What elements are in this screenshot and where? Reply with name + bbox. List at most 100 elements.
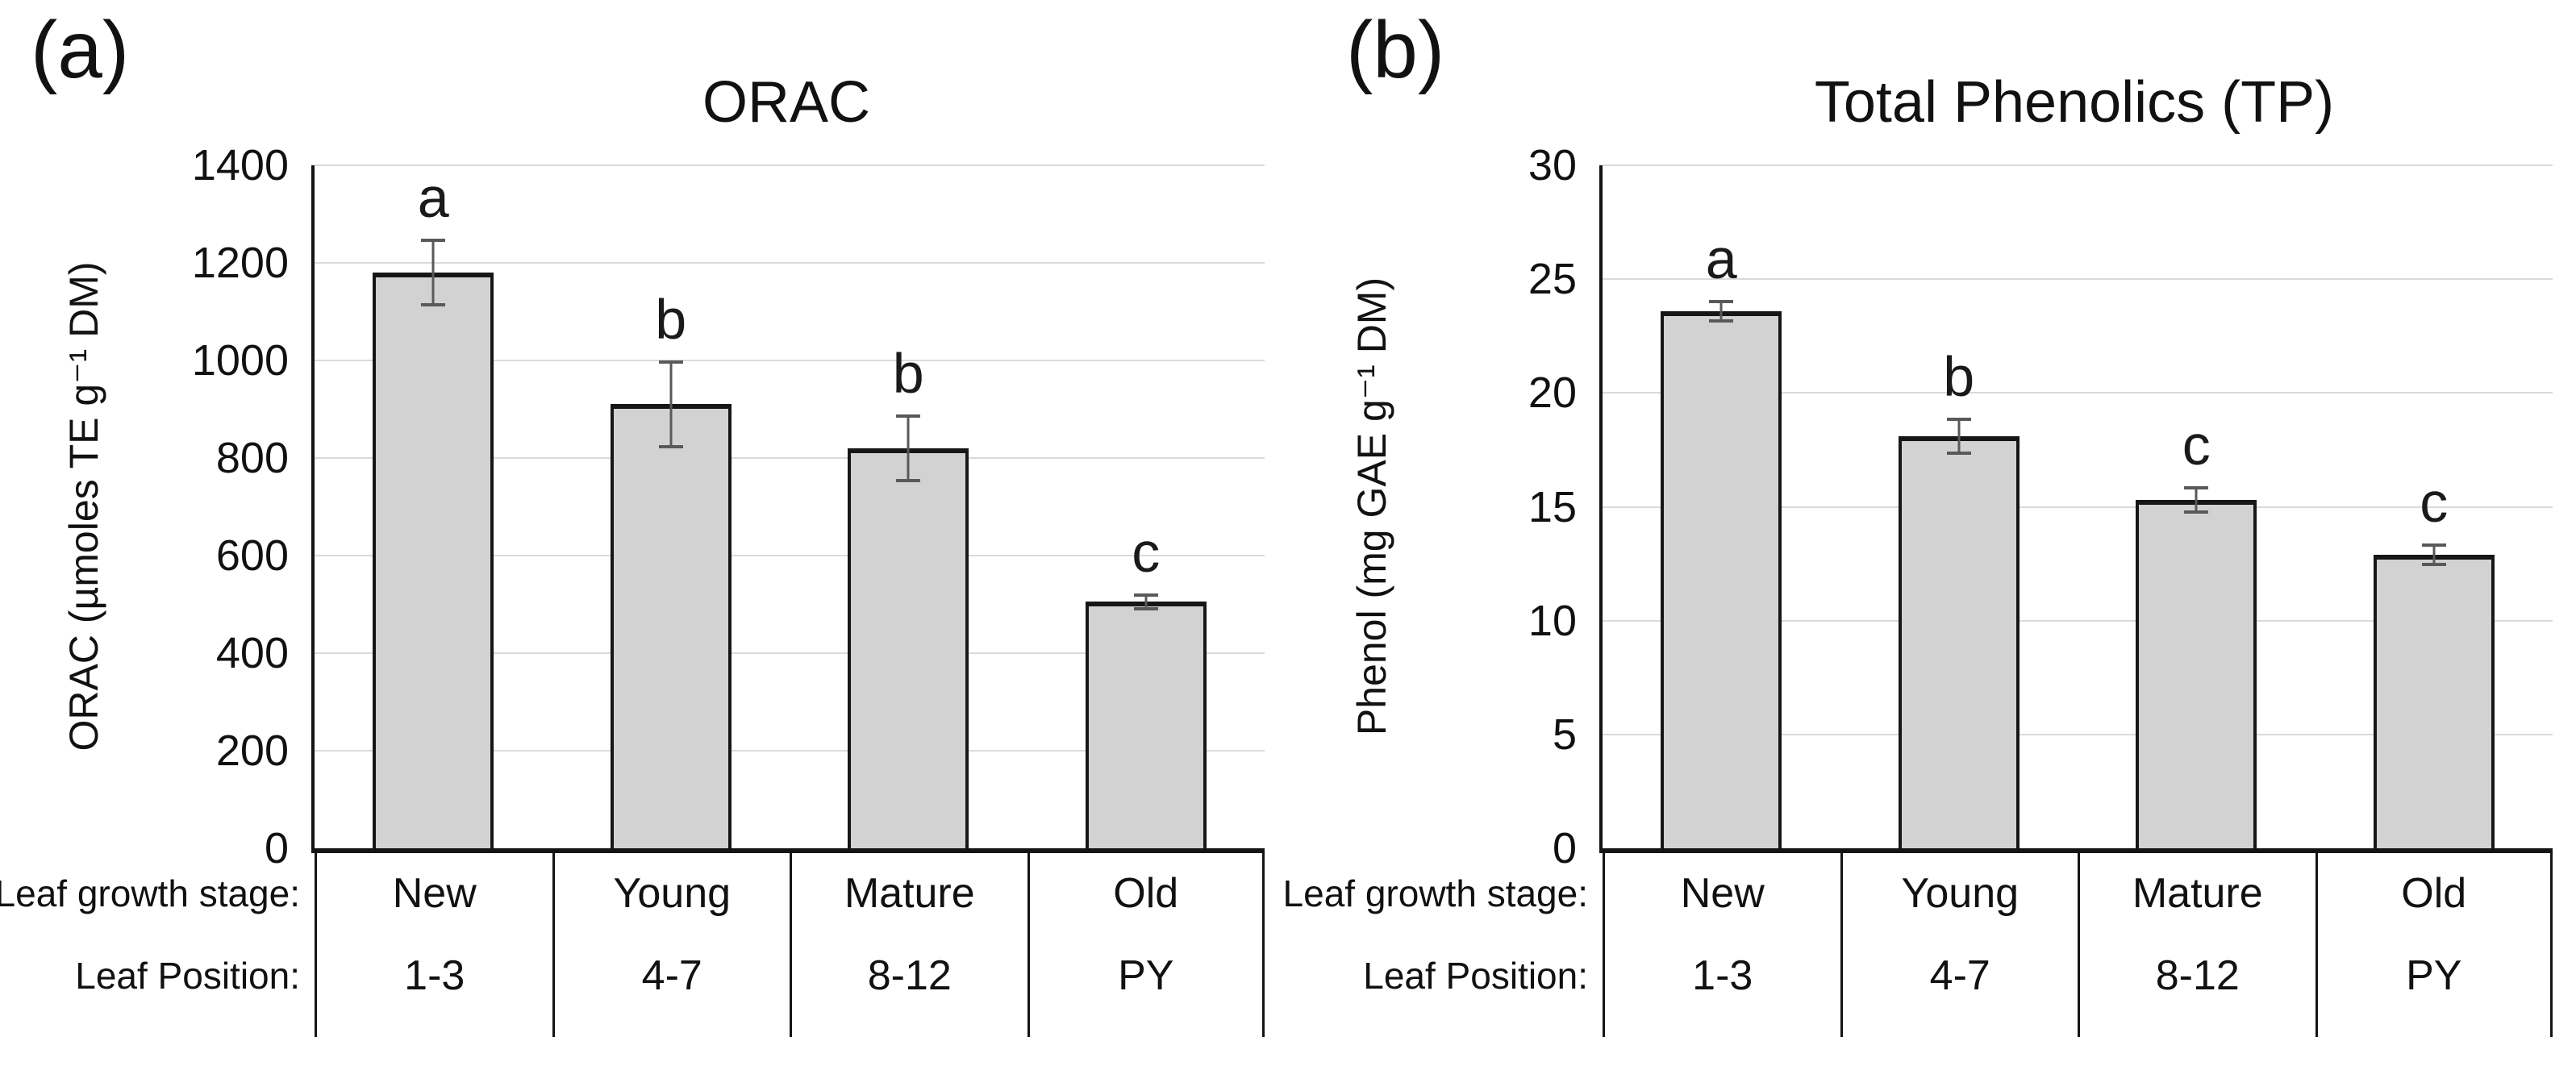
row-label-leaf-position: Leaf Position: [75, 955, 300, 997]
bar-young [1898, 435, 2020, 848]
y-tick-label: 30 [1528, 141, 1577, 189]
y-tick-label: 400 [215, 629, 289, 678]
error-bar-top-cap [1709, 299, 1734, 303]
error-bar-top-cap [1133, 593, 1158, 597]
gridline [1603, 164, 2553, 166]
error-bar-whisker [2432, 543, 2436, 566]
divider-tail [315, 1018, 552, 1037]
error-bar [1133, 593, 1158, 611]
y-tick-label: 25 [1528, 255, 1577, 304]
error-bar-whisker [431, 238, 435, 307]
error-bar [896, 414, 921, 483]
stage-cell-young: Young [1840, 853, 2078, 934]
divider-tail [552, 1018, 790, 1037]
error-bar-whisker [1719, 299, 1723, 323]
plot-area: a b b c [311, 164, 1265, 853]
error-bar-bottom-cap [658, 444, 683, 448]
y-tick-label: 1200 [191, 239, 289, 287]
error-bar-whisker [669, 360, 673, 448]
bar-mature [2136, 500, 2257, 848]
position-cell: PY [2315, 934, 2553, 1018]
error-bar [2184, 486, 2209, 514]
divider-tail [2315, 1018, 2553, 1037]
position-cell: 8-12 [2078, 934, 2315, 1018]
divider-tail [1027, 1018, 1265, 1037]
table-spacer [0, 1018, 315, 1037]
plot-area: a b c c [1599, 164, 2553, 853]
significance-letter: a [1705, 227, 1737, 290]
stage-cell-mature: Mature [2078, 853, 2315, 934]
error-bar-whisker [907, 414, 910, 483]
chart-title-orac: ORAC [702, 70, 871, 135]
position-cell: 1-3 [315, 934, 552, 1018]
gridline [315, 360, 1265, 361]
error-bar-top-cap [2184, 486, 2209, 490]
gridline [315, 652, 1265, 655]
chart-title-total-phenolics: Total Phenolics (TP) [1814, 70, 2335, 135]
gridline [315, 164, 1265, 166]
error-bar-bottom-cap [2184, 510, 2209, 514]
significance-letter: c [1132, 520, 1161, 584]
stage-cell-old: Old [2315, 853, 2553, 934]
y-tick-label: 0 [1552, 824, 1577, 872]
y-tick-label: 1000 [191, 336, 289, 385]
gridline [315, 555, 1265, 556]
panel-b-total-phenolics-chart: (b) Total Phenolics (TP) Phenol (mg GAE … [1282, 0, 2576, 1066]
divider-tail [2078, 1018, 2315, 1037]
y-tick-label: 0 [264, 824, 289, 872]
row-label-leaf-growth-stage: Leaf growth stage: [0, 872, 300, 914]
gridline [315, 262, 1265, 264]
panel-label-a: (a) [31, 5, 130, 95]
y-tick-label: 600 [215, 531, 289, 580]
gridline [315, 457, 1265, 460]
stage-cell-mature: Mature [790, 853, 1027, 934]
bar-new [373, 273, 494, 848]
error-bar-bottom-cap [1946, 451, 1971, 455]
gridline [1603, 506, 2553, 508]
error-bar-whisker [1957, 418, 1961, 455]
bar-old [2373, 554, 2495, 848]
y-tick-label: 5 [1552, 710, 1577, 759]
gridline [1603, 392, 2553, 394]
y-axis-tick-labels: 0 200 400 600 800 1000 1200 1400 [0, 141, 289, 872]
y-tick-label: 20 [1528, 369, 1577, 418]
gridline [1603, 619, 2553, 622]
error-bar-bottom-cap [2421, 562, 2446, 566]
position-cell: 1-3 [1603, 934, 1840, 1018]
position-cell: 8-12 [790, 934, 1027, 1018]
bar-young [610, 404, 732, 848]
y-tick-label: 1400 [191, 141, 289, 189]
position-cell: 4-7 [1840, 934, 2078, 1018]
stage-cell-old: Old [1027, 853, 1265, 934]
divider-tail [1603, 1018, 1840, 1037]
position-cell: 4-7 [552, 934, 790, 1018]
significance-letter: a [417, 165, 449, 229]
x-axis-category-table: Leaf growth stage: New Young Mature Old Leaf … [0, 853, 1265, 1037]
position-cell: PY [1027, 934, 1265, 1018]
panel-a-orac-chart: (a) ORAC ORAC (µmoles TE g⁻¹ DM) 0 200 400… [0, 5, 1265, 1037]
bar-new [1661, 310, 1782, 848]
error-bar-top-cap [896, 414, 921, 418]
stage-cell-new: New [1603, 853, 1840, 934]
significance-letter: b [892, 341, 924, 405]
stage-cell-new: New [315, 853, 552, 934]
significance-letter: b [655, 288, 687, 351]
table-spacer [1288, 1018, 1603, 1037]
gridline [315, 750, 1265, 752]
row-label-leaf-growth-stage: Leaf growth stage: [1282, 872, 1588, 914]
error-bar-whisker [2195, 486, 2198, 514]
y-tick-label: 15 [1528, 482, 1577, 531]
y-tick-label: 800 [215, 434, 289, 483]
y-axis-tick-labels: 0 5 10 15 20 25 30 [1288, 141, 1577, 872]
bar-old [1085, 602, 1207, 848]
error-bar-top-cap [1946, 418, 1971, 422]
significance-letter: b [1943, 345, 1975, 409]
row-label-leaf-position: Leaf Position: [1363, 955, 1588, 997]
panel-label-b: (b) [1346, 5, 1445, 95]
error-bar [1709, 299, 1734, 323]
error-bar [2421, 543, 2446, 566]
error-bar-top-cap [421, 238, 446, 242]
error-bar-top-cap [2421, 543, 2446, 547]
bar-mature [848, 448, 969, 848]
